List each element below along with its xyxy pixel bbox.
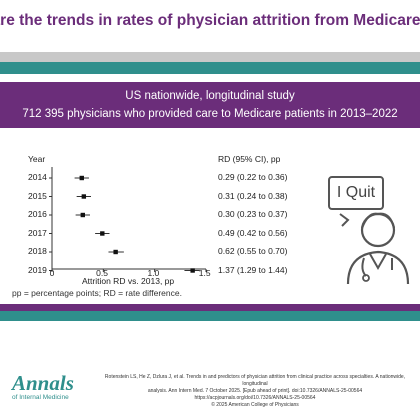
forest-plot-svg bbox=[49, 167, 207, 273]
x-tick-label: 0 bbox=[49, 268, 55, 278]
title-band: hat are the trends in rates of physician… bbox=[0, 0, 420, 52]
point-estimate bbox=[190, 268, 195, 273]
divider-purple bbox=[0, 304, 420, 311]
point-estimate bbox=[79, 175, 84, 181]
rd-column-header: RD (95% CI), pp bbox=[218, 154, 281, 164]
x-tick-label: 0.5 bbox=[96, 268, 108, 278]
x-axis-title: Attrition RD vs. 2013, pp bbox=[82, 276, 175, 286]
citation-doi-link[interactable]: https://acpjournals.org/doi/10.7326/ANNA… bbox=[194, 395, 316, 401]
logo-subtitle: of Internal Medicine bbox=[12, 394, 69, 401]
year-label: 2016 bbox=[28, 209, 47, 219]
rd-value-label: 1.37 (1.29 to 1.44) bbox=[218, 264, 288, 275]
rd-value-label: 0.30 (0.23 to 0.37) bbox=[218, 209, 288, 219]
citation-line-1: Rotenstein LS, He Z, Dzlura J, et al. Tr… bbox=[104, 374, 406, 387]
divider-teal-bottom bbox=[0, 311, 420, 321]
year-label: 2014 bbox=[28, 172, 47, 182]
study-banner: US nationwide, longitudinal study 712 39… bbox=[0, 82, 420, 128]
point-estimate bbox=[100, 231, 105, 236]
doctor-icon bbox=[339, 212, 410, 285]
rd-value-label: 0.29 (0.22 to 0.36) bbox=[218, 172, 288, 182]
point-estimate bbox=[113, 249, 118, 255]
copyright: © 2025 American College of Physicians bbox=[211, 402, 299, 408]
point-estimate bbox=[81, 194, 87, 199]
divider-gray bbox=[0, 52, 420, 62]
bubble-text: I Quit bbox=[336, 184, 376, 201]
x-tick-label: 1.5 bbox=[198, 268, 211, 278]
rd-value-label: 0.49 (0.42 to 0.56) bbox=[218, 227, 288, 238]
logo-wordmark: Annals bbox=[12, 371, 74, 395]
point-estimate bbox=[80, 212, 85, 218]
divider-teal bbox=[0, 62, 420, 74]
year-label: 2017 bbox=[28, 227, 47, 238]
annals-logo[interactable]: Annals of Internal Medicine bbox=[12, 372, 82, 404]
year-label: 2018 bbox=[28, 246, 47, 256]
rd-value-label: 0.31 (0.24 to 0.38) bbox=[218, 190, 288, 201]
footnote: pp = percentage points; RD = rate differ… bbox=[12, 288, 182, 298]
page-title: hat are the trends in rates of physician… bbox=[0, 12, 420, 29]
year-label: 2015 bbox=[28, 190, 47, 201]
year-column-header: Year bbox=[28, 154, 46, 164]
rd-value-label: 0.62 (0.55 to 0.70) bbox=[218, 246, 288, 256]
citation-line-2: analysis. Ann Intern Med. 7 October 2025… bbox=[147, 388, 363, 394]
x-tick-label: 1.0 bbox=[147, 268, 160, 278]
year-label: 2019 bbox=[28, 264, 47, 275]
forest-plot: Year RD (95% CI), pp 2014 0.29 (0.22 to 0… bbox=[0, 140, 320, 290]
speech-bubble: I Quit bbox=[328, 176, 384, 210]
study-design: US nationwide, longitudinal study bbox=[125, 90, 295, 102]
study-population: 712 395 physicians who provided care to … bbox=[22, 108, 398, 120]
citation: Rotenstein LS, He Z, Dzlura J, et al. Tr… bbox=[96, 374, 414, 402]
